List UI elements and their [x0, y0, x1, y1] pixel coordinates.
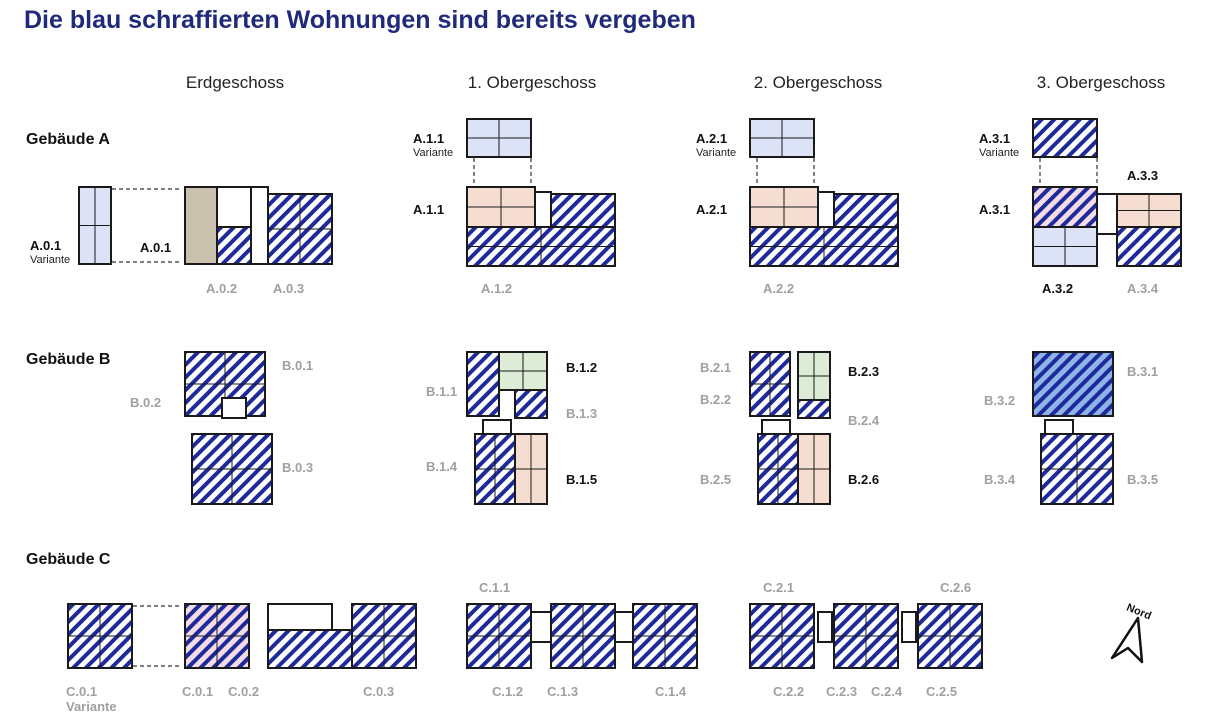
- unit-label: B.0.3: [282, 460, 314, 475]
- unit-a31-variante: [1032, 118, 1098, 158]
- unit-b13: [514, 389, 548, 419]
- unit-label: A.3.1: [979, 202, 1011, 217]
- unit-label: A.0.2: [206, 281, 238, 296]
- unit-label: C.0.2: [228, 684, 260, 699]
- unit-label: A.2.2: [763, 281, 795, 296]
- unit-label: B.2.1: [700, 360, 732, 375]
- unit-label: C.1.1: [479, 580, 511, 595]
- column-header-3-og: 3. Obergeschoss: [1036, 73, 1166, 92]
- unit-c02: [267, 629, 353, 669]
- stair-core: [530, 611, 552, 643]
- stair-core: [267, 603, 333, 631]
- column-header-1-og: 1. Obergeschoss: [467, 73, 597, 92]
- unit-b11: [466, 351, 500, 417]
- stair-core: [761, 419, 791, 435]
- building-header-a: Gebäude A: [26, 131, 110, 148]
- unit-label: B.3.1: [1127, 364, 1159, 379]
- stair-core: [221, 397, 247, 419]
- unit-label: B.1.5: [566, 472, 598, 487]
- unit-b24: [797, 399, 831, 419]
- unit-label: A.0.3: [273, 281, 305, 296]
- stair-core: [901, 611, 917, 643]
- stair-core: [614, 611, 634, 643]
- unit-label: B.2.4: [848, 413, 880, 428]
- unit-a22-upper: [833, 193, 899, 228]
- stair-core: [817, 611, 833, 643]
- unit-label: A.2.1 Variante: [696, 131, 737, 159]
- unit-label: C.1.2: [492, 684, 524, 699]
- unit-label: B.1.1: [426, 384, 458, 399]
- unit-label: B.0.1: [282, 358, 314, 373]
- unit-label: B.3.5: [1127, 472, 1159, 487]
- unit-label: A.1.1: [413, 202, 445, 217]
- unit-label: A.3.1 Variante: [979, 131, 1020, 159]
- stair-core: [482, 419, 512, 435]
- unit-label: B.2.6: [848, 472, 880, 487]
- unit-label: C.2.5: [926, 684, 958, 699]
- page-title: Die blau schraffierten Wohnungen sind be…: [24, 6, 696, 34]
- unit-a01: [184, 186, 218, 265]
- unit-label: B.0.2: [130, 395, 162, 410]
- corridor: [250, 186, 269, 265]
- unit-label: C.2.1: [763, 580, 795, 595]
- column-header-erdgeschoss: Erdgeschoss: [185, 73, 285, 92]
- north-arrow-icon: [1108, 608, 1148, 669]
- unit-label: C.2.6: [940, 580, 972, 595]
- unit-label: B.1.2: [566, 360, 598, 375]
- unit-label: C.2.3: [826, 684, 858, 699]
- unit-label: A.1.1 Variante: [413, 131, 454, 159]
- unit-label: C.0.1: [182, 684, 214, 699]
- stair-core: [216, 186, 252, 228]
- stair-core: [1096, 193, 1118, 235]
- stair-core: [1044, 419, 1074, 435]
- unit-label: B.2.2: [700, 392, 732, 407]
- unit-label: C.0.3: [363, 684, 395, 699]
- unit-label: B.1.4: [426, 459, 458, 474]
- unit-label: C.2.2: [773, 684, 805, 699]
- unit-label: C.1.4: [655, 684, 687, 699]
- stair-core: [534, 191, 552, 228]
- column-header-2-og: 2. Obergeschoss: [753, 73, 883, 92]
- unit-label: A.1.2: [481, 281, 513, 296]
- stair-core: [817, 191, 835, 228]
- unit-a31: [1032, 186, 1098, 228]
- building-header-c: Gebäude C: [26, 551, 111, 568]
- unit-a12-upper: [550, 193, 616, 228]
- unit-label: B.2.5: [700, 472, 732, 487]
- unit-label: C.0.1 Variante: [66, 684, 117, 714]
- unit-b31: [1032, 351, 1114, 417]
- unit-label: B.1.3: [566, 406, 598, 421]
- unit-label: B.3.2: [984, 393, 1016, 408]
- unit-a34: [1116, 226, 1182, 267]
- unit-label: A.2.1: [696, 202, 728, 217]
- unit-label: A.0.1: [140, 240, 172, 255]
- unit-label: A.3.2: [1042, 281, 1074, 296]
- unit-label: C.1.3: [547, 684, 579, 699]
- unit-label: C.2.4: [871, 684, 903, 699]
- building-header-b: Gebäude B: [26, 351, 111, 368]
- unit-label: A.3.4: [1127, 281, 1159, 296]
- unit-a02: [216, 226, 252, 265]
- unit-label: A.0.1 Variante: [30, 238, 71, 266]
- unit-label: B.2.3: [848, 364, 880, 379]
- unit-label: A.3.3: [1127, 168, 1159, 183]
- unit-label: B.3.4: [984, 472, 1016, 487]
